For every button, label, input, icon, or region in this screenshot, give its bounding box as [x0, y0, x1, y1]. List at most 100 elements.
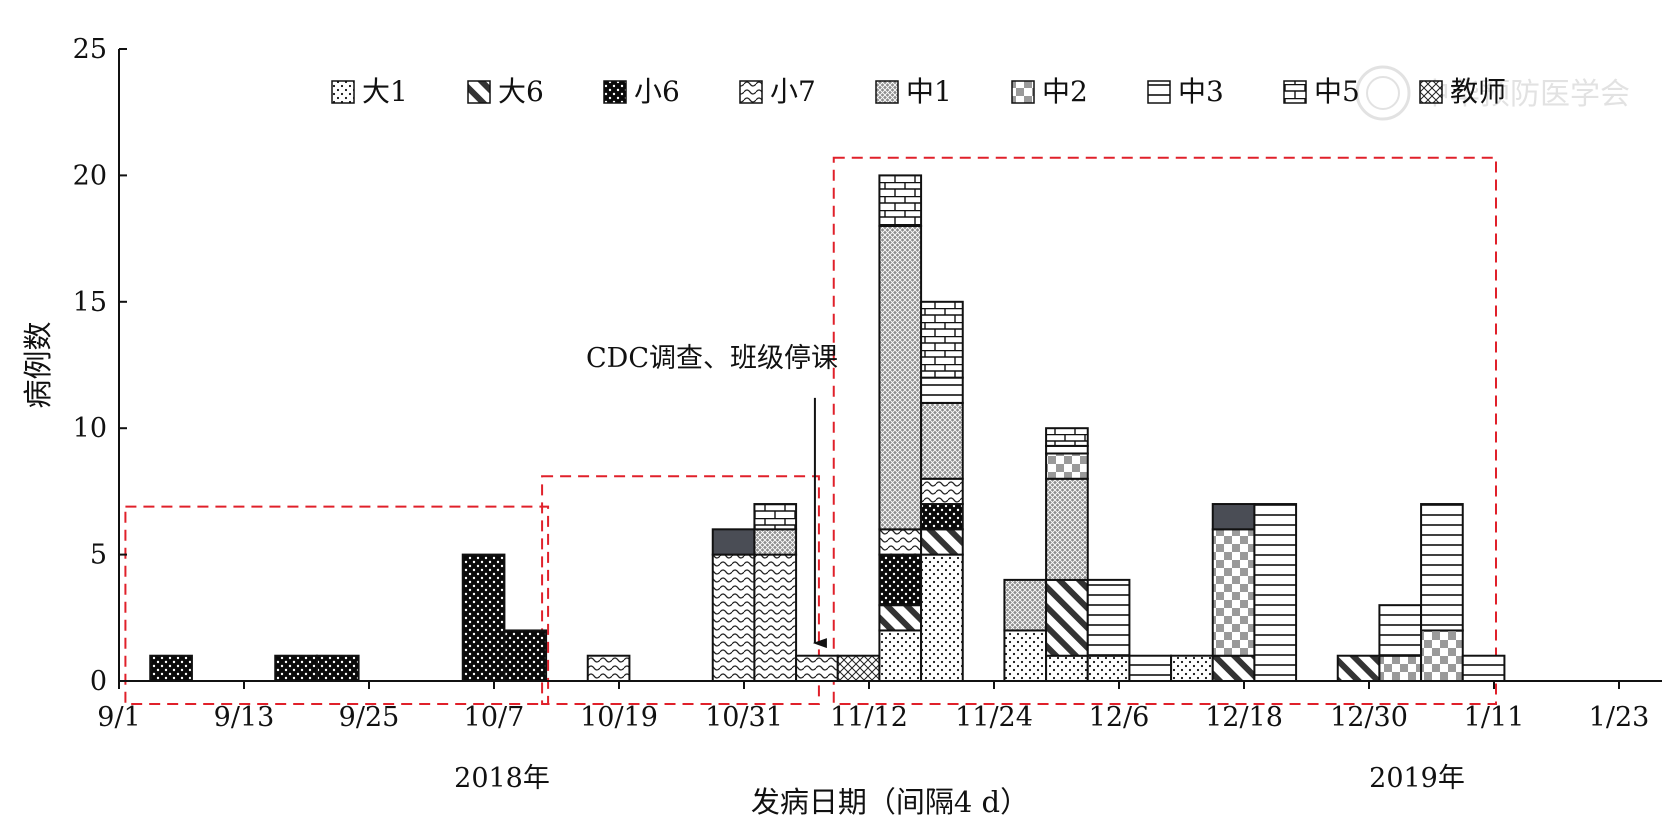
legend-item-中5: 中5 [1283, 75, 1360, 108]
legend-item-中2: 中2 [1011, 75, 1088, 108]
bar-11-9 [836, 654, 881, 682]
bar-segment-中3 [1045, 444, 1089, 455]
y-tick-label: 25 [73, 34, 107, 65]
bar-12-15 [1211, 503, 1256, 682]
bar-12-19 [1253, 503, 1298, 683]
legend-swatch [467, 80, 491, 104]
bar-segment-大1 [1045, 654, 1089, 682]
bar-segment-大6 [1211, 654, 1256, 682]
bar-segment-小7 [753, 553, 798, 682]
legend-swatch [1283, 80, 1307, 104]
legend-item-中1: 中1 [875, 75, 952, 108]
legend-label: 中1 [906, 75, 952, 108]
bar-segment-中2 [1045, 452, 1089, 480]
bar-segment-大6 [920, 528, 964, 556]
bar-segment-中3 [1420, 503, 1464, 632]
y-tick-label: 20 [73, 160, 107, 191]
legend-item-小6: 小6 [603, 75, 680, 108]
bar-segment-中5 [753, 503, 798, 531]
legend-item-大1: 大1 [331, 75, 408, 108]
legend-item-中3: 中3 [1147, 75, 1224, 108]
bar-segment-中1 [1003, 578, 1048, 632]
bar-segment-大1 [878, 629, 923, 683]
legend-swatch [739, 80, 763, 104]
bar-segment-中3 [920, 376, 964, 404]
watermark-text: 中华预防医学会 [1420, 77, 1630, 112]
bar-segment-小6 [920, 503, 964, 531]
bar-segment-大1 [1086, 654, 1131, 682]
x-tick-label: 10/7 [464, 702, 525, 733]
bar-segment-教师 [836, 654, 881, 682]
bar-12-27 [1336, 654, 1381, 682]
legend-item-小7: 小7 [739, 75, 816, 108]
bar-11-25 [1003, 578, 1048, 683]
x-tick-label: 9/25 [339, 702, 400, 733]
y-tick-label: 5 [90, 540, 107, 571]
bar-12-3 [1086, 578, 1131, 682]
bar-segment-中3 [1461, 654, 1506, 682]
bar-segment-小6 [878, 553, 923, 607]
bar-10-8 [503, 629, 548, 683]
x-tick-label: 1/23 [1589, 702, 1650, 733]
x-tick-label: 10/19 [580, 702, 658, 733]
axes: 0 5 10 15 20 25 9/1 9/13 9/25 10/7 10/19 10/31 11/12… [21, 34, 1662, 819]
x-tick-label: 10/31 [705, 702, 783, 733]
bar-segment-小6 [315, 654, 360, 682]
bar-segment-中3 [1378, 604, 1423, 657]
bar-segment-中5 [920, 300, 964, 379]
bar-segment-dark-solid [1211, 503, 1256, 531]
y-axis-title: 病例数 [21, 321, 55, 408]
bar-segment-中1 [878, 224, 923, 531]
bar-segment-小7 [586, 654, 631, 682]
bar-12-11 [1170, 654, 1214, 682]
bar-segment-小7 [711, 553, 756, 682]
bar-11-17 [920, 300, 964, 682]
bar-12-7 [1128, 654, 1173, 682]
bar-segment-中1 [753, 528, 798, 556]
bar-segment-大6 [1045, 578, 1089, 657]
bar-segment-中2 [1211, 528, 1256, 657]
legend-item-教师: 教师 [1419, 75, 1506, 108]
legend: 大1 大6 小6 小7 中1 中2 中3 中5 教师 [331, 75, 1506, 108]
legend-swatch [1147, 80, 1171, 104]
legend-swatch [875, 80, 899, 104]
bar-segment-小7 [920, 477, 964, 506]
bar-10-16 [586, 654, 631, 682]
bar-segment-小6 [274, 654, 318, 682]
bar-12-31 [1378, 604, 1423, 682]
bar-segment-中2 [1420, 629, 1464, 683]
legend-label: 小6 [634, 75, 680, 108]
year-label: 2019年 [1369, 763, 1465, 794]
bar-segment-大6 [878, 604, 923, 632]
bar-segment-中3 [1128, 654, 1173, 682]
y-tick-label: 15 [73, 287, 107, 318]
annotation-text: CDC调查、班级停课 [586, 343, 838, 374]
bar-11-29 [1045, 427, 1089, 682]
stacked-bars [149, 174, 1506, 683]
legend-swatch [603, 80, 627, 104]
x-tick-label: 11/24 [955, 702, 1033, 733]
legend-swatch [331, 80, 355, 104]
bar-segment-大6 [1336, 654, 1381, 682]
bar-segment-小7 [795, 654, 839, 682]
bar-segment-中3 [1253, 503, 1298, 683]
x-tick-label: 9/13 [214, 702, 275, 733]
bar-segment-中1 [920, 401, 964, 480]
annotation: CDC调查、班级停课 [586, 343, 838, 649]
bar-1-4 [1420, 503, 1464, 683]
bar-segment-中3 [1086, 578, 1131, 657]
highlight-boxes [124, 156, 1497, 706]
x-tick-label: 12/18 [1205, 702, 1283, 733]
bar-11-1 [753, 503, 798, 682]
highlight-box-3 [832, 156, 1497, 706]
x-tick-label: 1/11 [1464, 702, 1525, 733]
bar-11-5 [795, 654, 839, 682]
bar-1-8 [1461, 654, 1506, 682]
x-tick-label: 12/6 [1089, 702, 1150, 733]
bar-9-20 [315, 654, 360, 682]
bar-segment-中2 [1378, 654, 1423, 682]
x-axis-title: 发病日期（间隔4 d） [751, 785, 1029, 819]
legend-item-大6: 大6 [467, 75, 544, 108]
bar-9-16 [274, 654, 318, 682]
